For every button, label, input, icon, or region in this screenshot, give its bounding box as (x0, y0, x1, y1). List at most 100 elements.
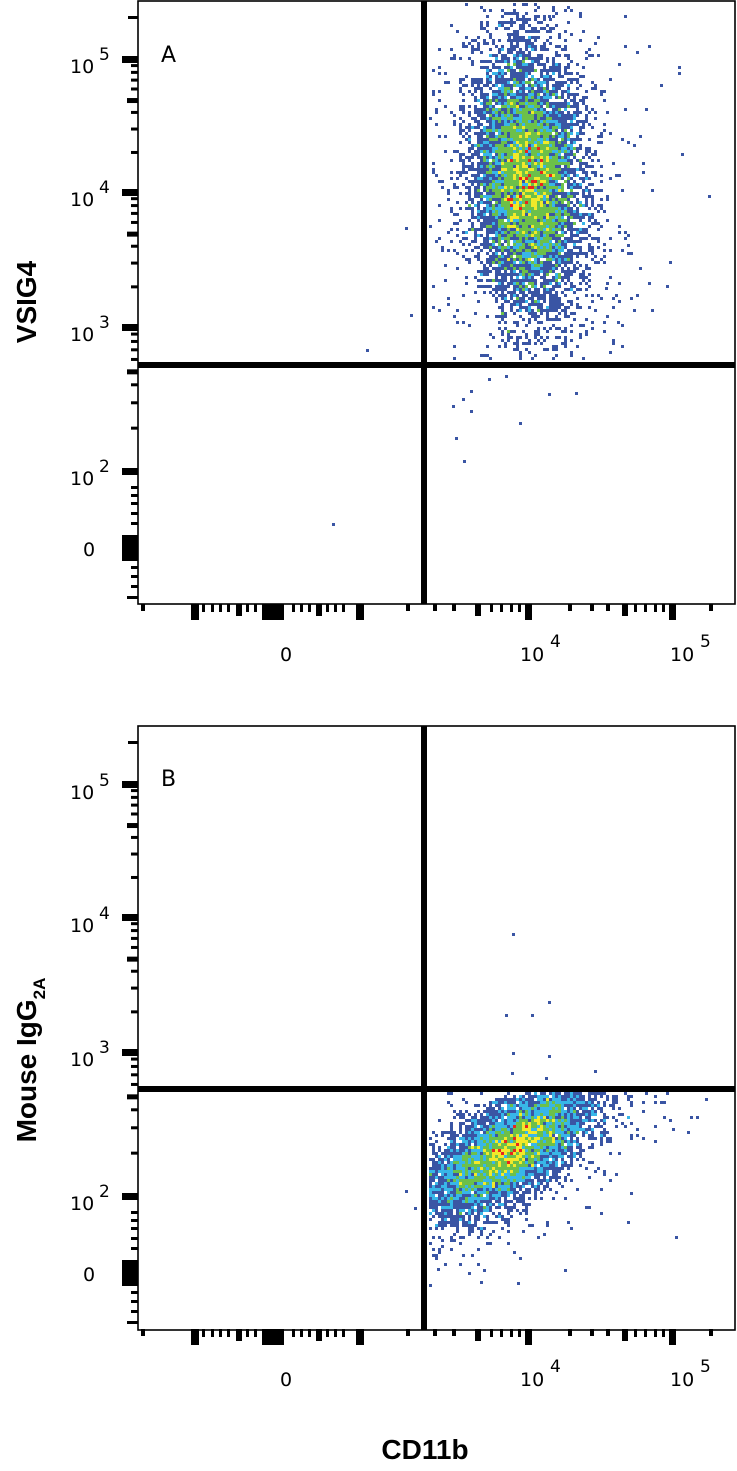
outlier-dot (519, 422, 522, 425)
y-minor-tick (131, 1300, 138, 1303)
x-long-tick (475, 604, 481, 616)
x-tick-exp: 4 (550, 632, 561, 652)
x-minor-tick (500, 1329, 503, 1337)
x-tick-label-1e5: 10 (670, 644, 694, 666)
outlier-dot (332, 523, 335, 526)
y-minor-tick (131, 357, 138, 361)
x-minor-tick (308, 1329, 311, 1337)
y-minor-tick (131, 1057, 138, 1061)
outlier-dot (618, 1152, 621, 1155)
y-minor-tick (131, 852, 138, 856)
x-minor-tick (254, 1329, 257, 1337)
y-minor-tick (131, 875, 138, 879)
x-minor-tick (300, 1329, 303, 1337)
x-minor-tick (308, 604, 311, 612)
outlier-dot (617, 321, 620, 324)
panel-a-x-tick-labels: 0 10 4 10 5 (280, 632, 711, 666)
y-minor-tick (127, 369, 138, 375)
outlier-dot (470, 390, 473, 393)
y-minor-tick (131, 1010, 138, 1014)
y-minor-tick (131, 502, 138, 505)
panel-b-y-axis-ticks (122, 741, 138, 1324)
y-minor-tick (131, 522, 138, 525)
y-minor-tick (127, 596, 138, 599)
x-zero-block (262, 1329, 284, 1345)
y-minor-tick (131, 1291, 138, 1294)
panel-a-plot-frame (137, 0, 736, 605)
y-minor-tick (131, 64, 138, 68)
y-minor-tick (131, 945, 138, 949)
y-minor-tick (131, 512, 138, 515)
y-minor-tick (131, 332, 138, 336)
panel-a-x-axis-ticks (141, 604, 713, 620)
y-minor-tick (131, 1064, 138, 1068)
x-minor-tick (452, 1329, 456, 1336)
y-minor-tick (131, 803, 138, 807)
x-major-tick (669, 604, 676, 620)
y-minor-tick (131, 261, 138, 265)
outlier-dot (462, 398, 465, 401)
x-tick-exp: 4 (550, 1357, 561, 1377)
x-major-tick (356, 604, 364, 620)
x-minor-tick (662, 604, 665, 612)
y-major-tick (122, 1193, 138, 1200)
panel-b-y-axis-title-group: Mouse IgG2A (11, 978, 49, 1143)
y-minor-tick (127, 823, 138, 829)
outlier-dot (508, 36, 511, 39)
outlier-dot (548, 1055, 551, 1058)
x-major-tick (669, 1329, 676, 1345)
y-minor-tick (131, 244, 138, 248)
y-tick-label-1e4: 10 (70, 189, 94, 211)
y-minor-tick (131, 494, 138, 497)
x-minor-tick (326, 604, 329, 612)
y-tick-exp: 4 (99, 178, 110, 198)
x-minor-tick (568, 1329, 572, 1336)
y-minor-tick (127, 231, 138, 237)
x-minor-tick (590, 1329, 594, 1336)
panel-a-letter: A (161, 43, 176, 68)
panel-b-density-dots (405, 933, 708, 1287)
x-long-tick (236, 604, 242, 616)
panel-a-horizontal-gate (138, 362, 735, 368)
x-minor-tick (510, 1329, 513, 1337)
outlier-dot (548, 15, 551, 18)
y-minor-tick (131, 1126, 138, 1130)
y-major-tick (122, 56, 138, 63)
y-major-tick (122, 781, 138, 788)
panel-b-plot-frame (137, 725, 736, 1331)
outlier-dot (548, 393, 551, 396)
x-minor-tick (334, 1329, 337, 1337)
x-minor-tick (268, 604, 271, 620)
x-minor-tick (406, 604, 410, 611)
x-minor-tick (326, 1329, 329, 1337)
outlier-dot (366, 349, 369, 352)
x-minor-tick (268, 1329, 271, 1345)
y-tick-label-0: 0 (83, 539, 95, 561)
x-minor-tick (662, 1329, 665, 1337)
x-minor-tick (634, 604, 637, 612)
panel-b-y-axis-title-main: Mouse IgG (11, 999, 42, 1142)
x-minor-tick (227, 1329, 230, 1337)
x-long-tick (622, 604, 628, 616)
x-minor-tick (342, 1329, 345, 1337)
outlier-dot (575, 392, 578, 395)
x-long-tick (622, 1329, 628, 1341)
y-tick (128, 16, 138, 19)
y-tick-label-0: 0 (83, 1264, 95, 1286)
y-major-tick (122, 914, 138, 921)
y-major-tick (122, 468, 138, 475)
panel-b-y-tick-labels: 10 5 10 4 10 3 10 2 0 (70, 771, 110, 1286)
panel-a-y-tick-labels: 10 5 10 4 10 3 10 2 0 (70, 45, 110, 561)
x-tick-label-0: 0 (280, 644, 292, 666)
outlier-dot (405, 1190, 408, 1193)
outlier-dot (505, 375, 508, 378)
x-minor-tick (644, 1329, 647, 1337)
x-long-tick (475, 1329, 481, 1341)
y-minor-tick (131, 1227, 138, 1230)
y-minor-tick (131, 936, 138, 940)
x-minor-tick (518, 1329, 521, 1337)
y-minor-tick (131, 969, 138, 973)
x-minor-tick (334, 604, 337, 612)
panel-b-vertical-gate (421, 726, 427, 1330)
y-minor-tick (131, 204, 138, 208)
